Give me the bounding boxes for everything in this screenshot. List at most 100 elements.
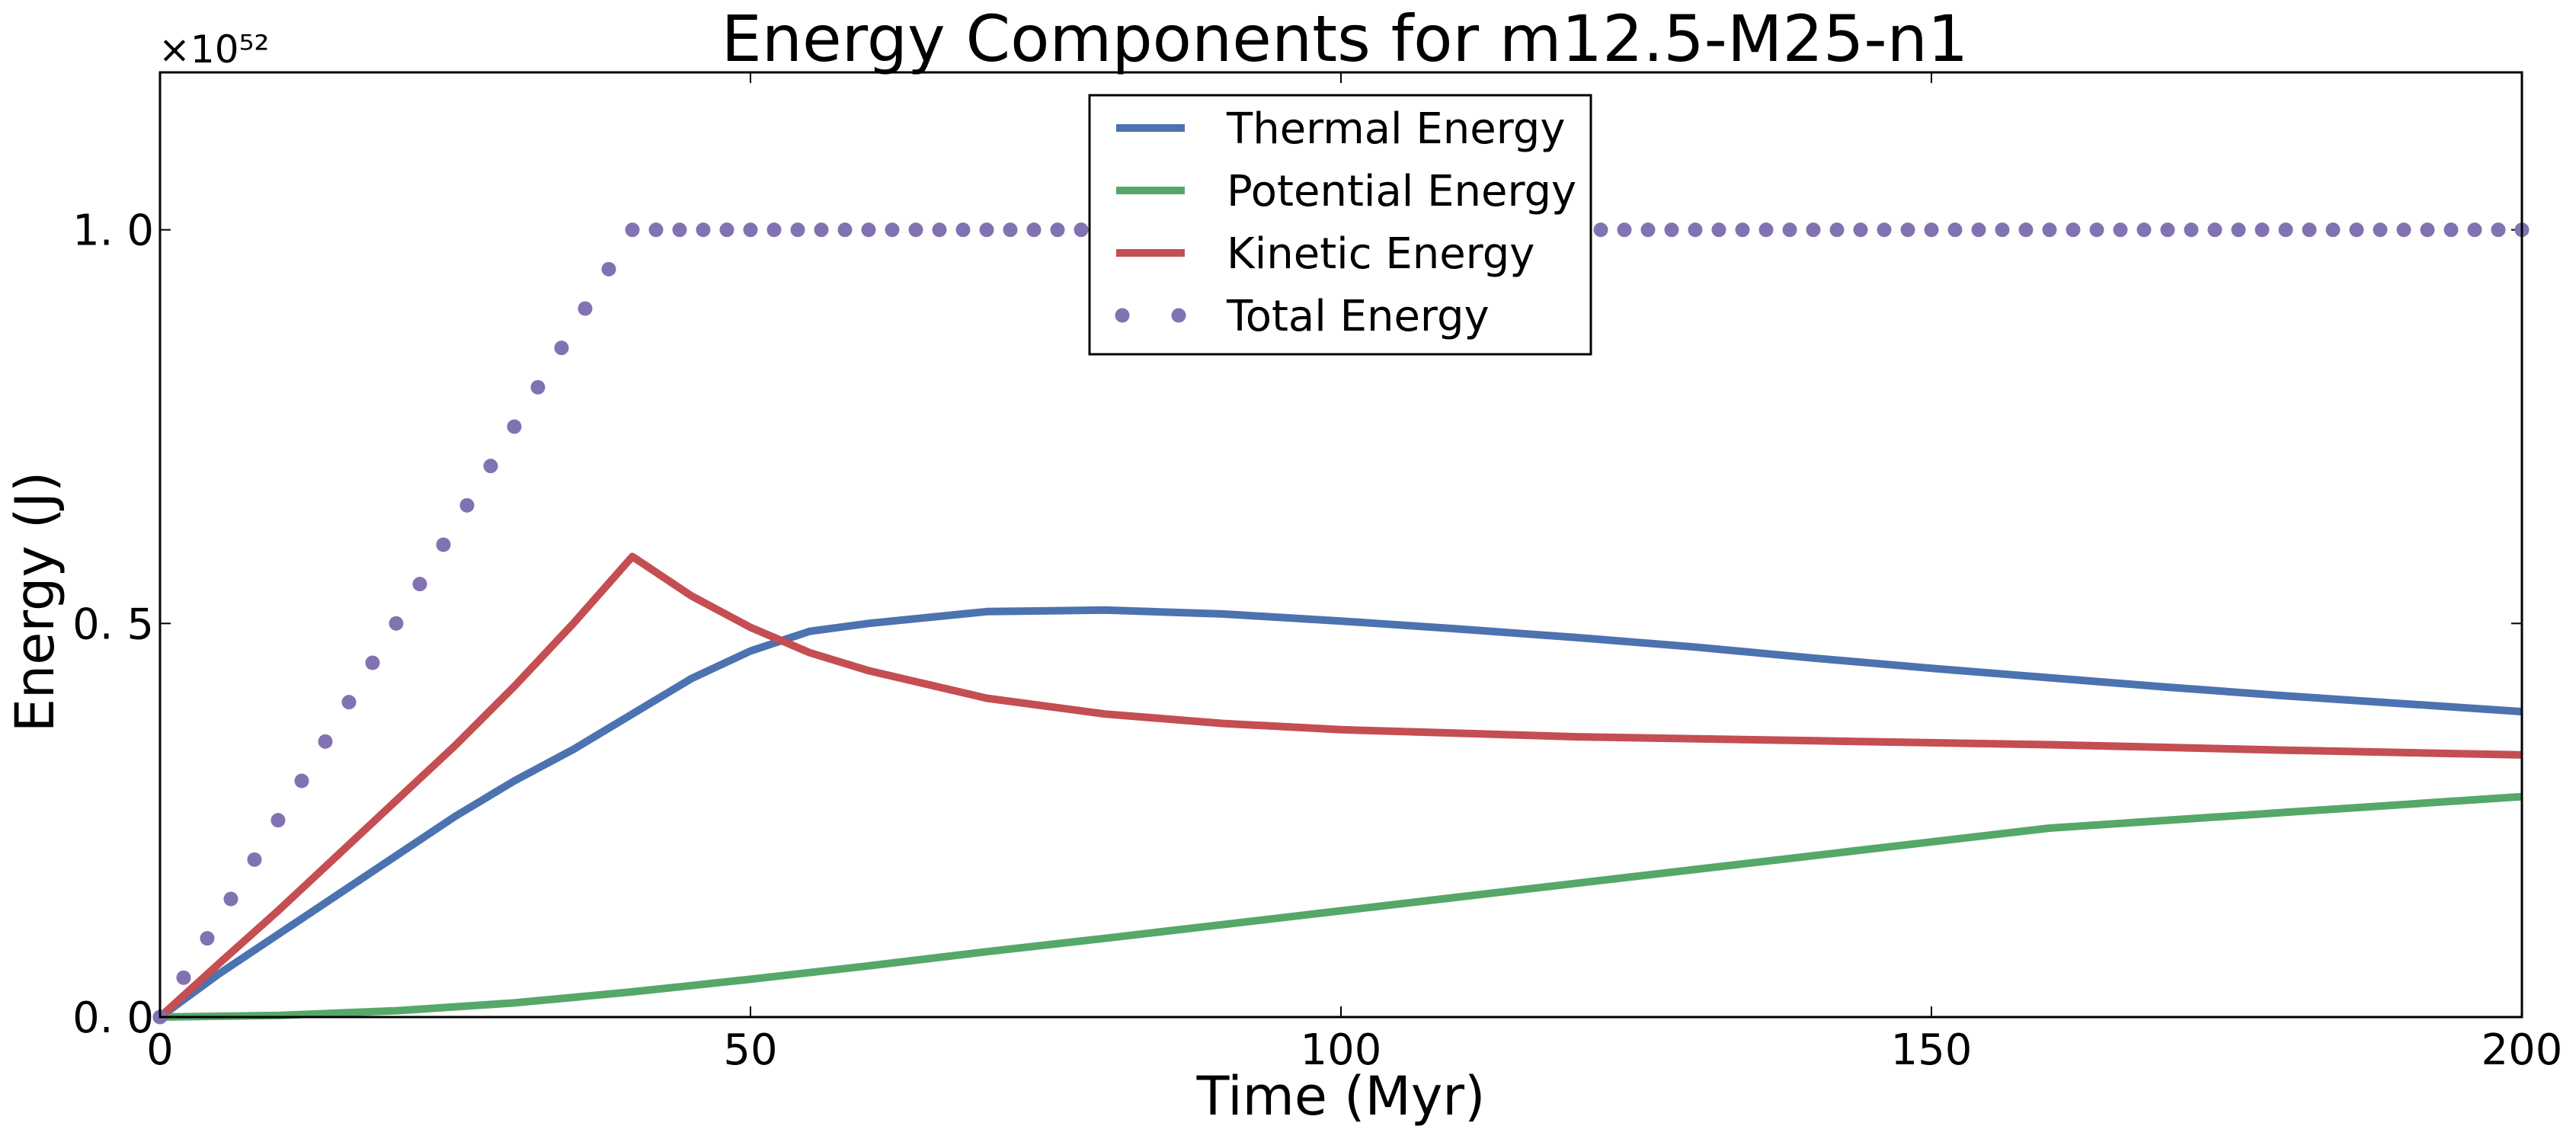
total-energy-point [1829, 222, 1845, 238]
total-energy-point [1640, 222, 1656, 238]
total-energy-point [1074, 222, 1089, 238]
y-tick-label: 0. 5 [72, 600, 154, 649]
total-energy-point [601, 261, 616, 277]
x-tick-label: 0 [146, 1025, 174, 1075]
total-energy-point [318, 734, 333, 749]
potential-energy-line [159, 792, 2523, 1021]
chart-title: Energy Components for m12.5-M25-n1 [722, 2, 1969, 76]
total-energy-point [270, 813, 286, 828]
total-energy-point [719, 222, 734, 238]
total-energy-point [2278, 222, 2293, 238]
total-energy-point [2396, 222, 2411, 238]
total-energy-point [2018, 222, 2034, 238]
total-energy-point [200, 931, 215, 946]
thermal-energy-series [158, 606, 2523, 1021]
total-energy-point [2042, 222, 2057, 238]
y-axis-offset-label: ×10⁵² [158, 27, 270, 72]
total-energy-point [955, 222, 971, 238]
total-energy-point [578, 301, 593, 316]
total-energy-point [814, 222, 829, 238]
legend-item-total-energy: Total Energy [1115, 292, 1490, 341]
total-energy-point [1900, 222, 1915, 238]
axis-ticks: 0 50 100 150 200 0. 0 0. 5 1. 0 [72, 72, 2562, 1075]
total-energy-point [1593, 222, 1608, 238]
legend-label: Total Energy [1226, 292, 1490, 341]
total-energy-point [365, 655, 380, 670]
total-energy-point [1617, 222, 1632, 238]
total-energy-point [696, 222, 711, 238]
legend: Thermal Energy Potential Energy Kinetic En… [1088, 94, 1592, 356]
total-energy-point [979, 222, 994, 238]
total-energy-point [2420, 222, 2435, 238]
total-energy-point [2113, 222, 2128, 238]
plot-area-frame [158, 71, 2523, 1019]
total-energy-point [507, 419, 522, 434]
x-tick-label: 100 [1301, 1025, 1382, 1075]
legend-label: Kinetic Energy [1227, 229, 1534, 279]
total-energy-point [2373, 222, 2388, 238]
total-energy-point [2491, 222, 2506, 238]
total-energy-point [1026, 222, 1042, 238]
total-energy-point [2231, 222, 2246, 238]
total-energy-point [932, 222, 947, 238]
total-energy-point [2467, 222, 2482, 238]
total-energy-point [1971, 222, 1986, 238]
total-energy-point [389, 616, 404, 631]
total-energy-point [672, 222, 687, 238]
legend-label: Potential Energy [1227, 167, 1576, 216]
legend-marker [1115, 308, 1130, 323]
total-energy-point [1806, 222, 1821, 238]
total-energy-point [1735, 222, 1750, 238]
total-energy-point [1050, 222, 1065, 238]
total-energy-point [2160, 222, 2175, 238]
kinetic-energy-line [157, 552, 2523, 1020]
total-energy-point [1782, 222, 1797, 238]
total-energy-point [885, 222, 900, 238]
total-energy-point [1877, 222, 1892, 238]
total-energy-point [2325, 222, 2341, 238]
total-energy-point [625, 222, 640, 238]
total-energy-point [2207, 222, 2222, 238]
legend-item-thermal-energy: Thermal Energy [1116, 104, 1565, 154]
total-energy-point [1924, 222, 1939, 238]
total-energy-point [1947, 222, 1963, 238]
total-energy-point [530, 379, 546, 395]
y-axis-label: Energy (J) [4, 472, 66, 733]
total-energy-point [483, 459, 498, 474]
total-energy-point [1711, 222, 1726, 238]
total-energy-point [1758, 222, 1774, 238]
total-energy-point [2349, 222, 2364, 238]
total-energy-point [554, 341, 569, 356]
total-energy-point [2136, 222, 2152, 238]
total-energy-point [459, 497, 475, 513]
total-energy-point [176, 970, 191, 985]
total-energy-point [2443, 222, 2459, 238]
total-energy-point [223, 891, 238, 907]
y-tick-label: 1. 0 [72, 206, 154, 256]
total-energy-point [790, 222, 805, 238]
total-energy-point [837, 222, 853, 238]
total-energy-point [247, 852, 262, 867]
legend-item-kinetic-energy: Kinetic Energy [1116, 229, 1534, 279]
x-tick-label: 200 [2482, 1025, 2563, 1075]
total-energy-point [861, 222, 876, 238]
total-energy-point [743, 222, 758, 238]
x-tick-label: 150 [1891, 1025, 1973, 1075]
total-energy-point [1664, 222, 1679, 238]
total-energy-point [1853, 222, 1868, 238]
total-energy-point [1003, 222, 1018, 238]
y-tick-label: 0. 0 [72, 993, 154, 1043]
thermal-energy-line [158, 606, 2523, 1021]
total-energy-point [436, 537, 451, 552]
x-tick-label: 50 [723, 1025, 777, 1075]
total-energy-point [2254, 222, 2270, 238]
total-energy-point [412, 577, 427, 592]
total-energy-point [766, 222, 782, 238]
total-energy-point [2302, 222, 2317, 238]
total-energy-point [908, 222, 923, 238]
total-energy-point [2066, 222, 2081, 238]
potential-energy-series [159, 792, 2523, 1021]
legend-label: Thermal Energy [1226, 104, 1565, 154]
total-energy-point [648, 222, 664, 238]
